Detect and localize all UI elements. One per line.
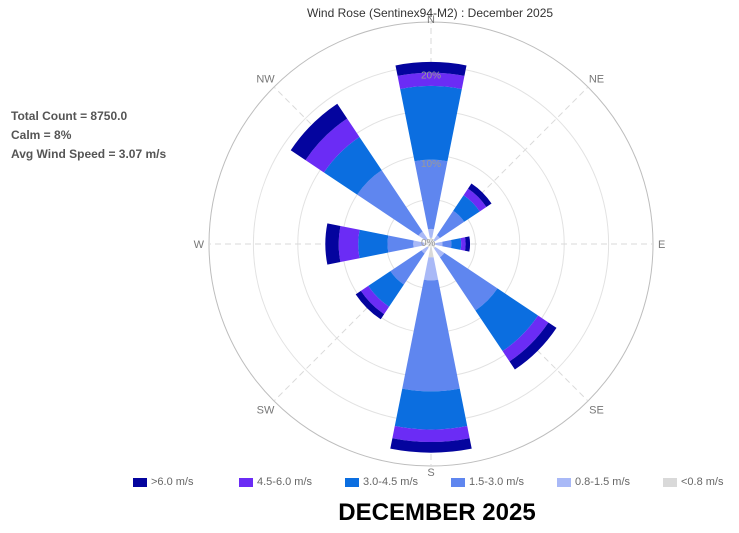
legend-item[interactable]: 0.8-1.5 m/s: [557, 476, 663, 488]
petal-segment-s: [392, 426, 470, 443]
legend-label: <0.8 m/s: [681, 476, 724, 488]
petal-segment-e: [460, 237, 466, 251]
petal-segment-sw: [390, 250, 425, 285]
grid-spoke: [273, 243, 432, 402]
radial-tick-label: 10%: [421, 159, 441, 170]
petal-segment-s: [394, 388, 468, 430]
direction-label-e: E: [658, 239, 665, 251]
petal-segment-nw: [290, 103, 348, 161]
legend-label: 0.8-1.5 m/s: [575, 476, 631, 488]
petal-segment-sw: [427, 244, 431, 248]
radial-tick-label: 20%: [421, 70, 441, 81]
petal-segment-ne: [433, 235, 440, 242]
petal-segment-ne: [453, 195, 480, 222]
petal-segment-e: [431, 243, 436, 245]
petal-segment-se: [509, 322, 557, 370]
legend-swatch: [451, 477, 465, 487]
legend-swatch: [557, 477, 571, 487]
petal-segment-w: [358, 229, 389, 259]
legend-swatch: [345, 477, 359, 487]
total-count-text: Total Count = 8750.0: [11, 109, 128, 123]
petal-segment-nw: [305, 118, 360, 173]
petal-segment-n: [395, 61, 467, 76]
chart-title: Wind Rose (Sentinex94-M2) : December 202…: [306, 6, 554, 20]
legend-label: 3.0-4.5 m/s: [363, 476, 419, 488]
wind-rose-petals: [290, 61, 557, 453]
direction-label-s: S: [427, 467, 434, 479]
petal-segment-e: [442, 240, 452, 248]
petal-segment-w: [387, 235, 414, 253]
footer-title: DECEMBER 2025: [338, 499, 536, 526]
polar-labels: 0% 10% 20% N NE E SE S SW W NW: [194, 14, 666, 479]
direction-label-nw: NW: [256, 74, 275, 86]
legend-item[interactable]: 1.5-3.0 m/s: [451, 476, 557, 488]
petal-segment-n: [397, 72, 465, 89]
petal-segment-w: [338, 225, 360, 263]
legend-item[interactable]: 3.0-4.5 m/s: [345, 476, 451, 488]
petal-segment-ne: [431, 240, 435, 244]
petal-segment-w: [325, 223, 341, 265]
petal-segment-s: [423, 257, 439, 281]
legend-label: >6.0 m/s: [151, 476, 194, 488]
petal-segment-w: [413, 240, 425, 248]
petal-segment-se: [433, 246, 445, 258]
summary-stats: Total Count = 8750.0 Calm = 8% Avg Wind …: [11, 107, 166, 164]
direction-label-n: N: [427, 14, 435, 26]
petal-segment-sw: [368, 271, 404, 307]
direction-label-ne: NE: [589, 74, 604, 86]
petal-segment-ne: [436, 210, 465, 239]
petal-segment-w: [423, 242, 431, 246]
petal-segment-s: [428, 244, 434, 258]
petal-segment-s: [402, 279, 460, 392]
petal-segment-ne: [468, 183, 492, 207]
legend-label: 4.5-6.0 m/s: [257, 476, 313, 488]
direction-label-w: W: [194, 239, 205, 251]
direction-label-se: SE: [589, 404, 604, 416]
legend-item[interactable]: <0.8 m/s: [663, 476, 733, 488]
petal-segment-e: [435, 241, 443, 247]
petal-segment-n: [429, 237, 433, 244]
petal-segment-n: [414, 159, 448, 230]
petal-segment-nw: [425, 238, 431, 244]
petal-segment-s: [390, 438, 472, 453]
petal-segment-sw: [421, 246, 429, 254]
legend-label: 1.5-3.0 m/s: [469, 476, 525, 488]
petal-segment-n: [400, 85, 462, 162]
petal-segment-se: [502, 315, 549, 362]
petal-segment-ne: [463, 188, 487, 212]
petal-segment-e: [451, 238, 462, 250]
petal-segment-se: [431, 244, 436, 249]
calm-text: Calm = 8%: [11, 128, 72, 142]
petal-segment-sw: [355, 290, 385, 320]
grid-spoke: [430, 86, 589, 245]
legend-swatch: [133, 477, 147, 487]
petal-segment-sw: [360, 285, 390, 315]
petal-segment-nw: [418, 231, 428, 241]
petal-segment-nw: [323, 136, 382, 195]
legend-item[interactable]: >6.0 m/s: [133, 476, 239, 488]
legend-swatch: [663, 477, 677, 487]
direction-label-sw: SW: [257, 404, 275, 416]
radial-tick-label: 0%: [421, 238, 436, 249]
petal-segment-se: [439, 252, 498, 311]
petal-segment-n: [428, 228, 434, 238]
petal-segment-e: [464, 236, 471, 252]
legend-swatch: [239, 477, 253, 487]
petal-segment-nw: [357, 170, 423, 236]
legend-item[interactable]: 4.5-6.0 m/s: [239, 476, 345, 488]
petal-segment-se: [475, 288, 539, 352]
avg-speed-text: Avg Wind Speed = 3.07 m/s: [11, 147, 167, 161]
chart-legend: >6.0 m/s 4.5-6.0 m/s 3.0-4.5 m/s 1.5-3.0 m/…: [133, 475, 733, 489]
